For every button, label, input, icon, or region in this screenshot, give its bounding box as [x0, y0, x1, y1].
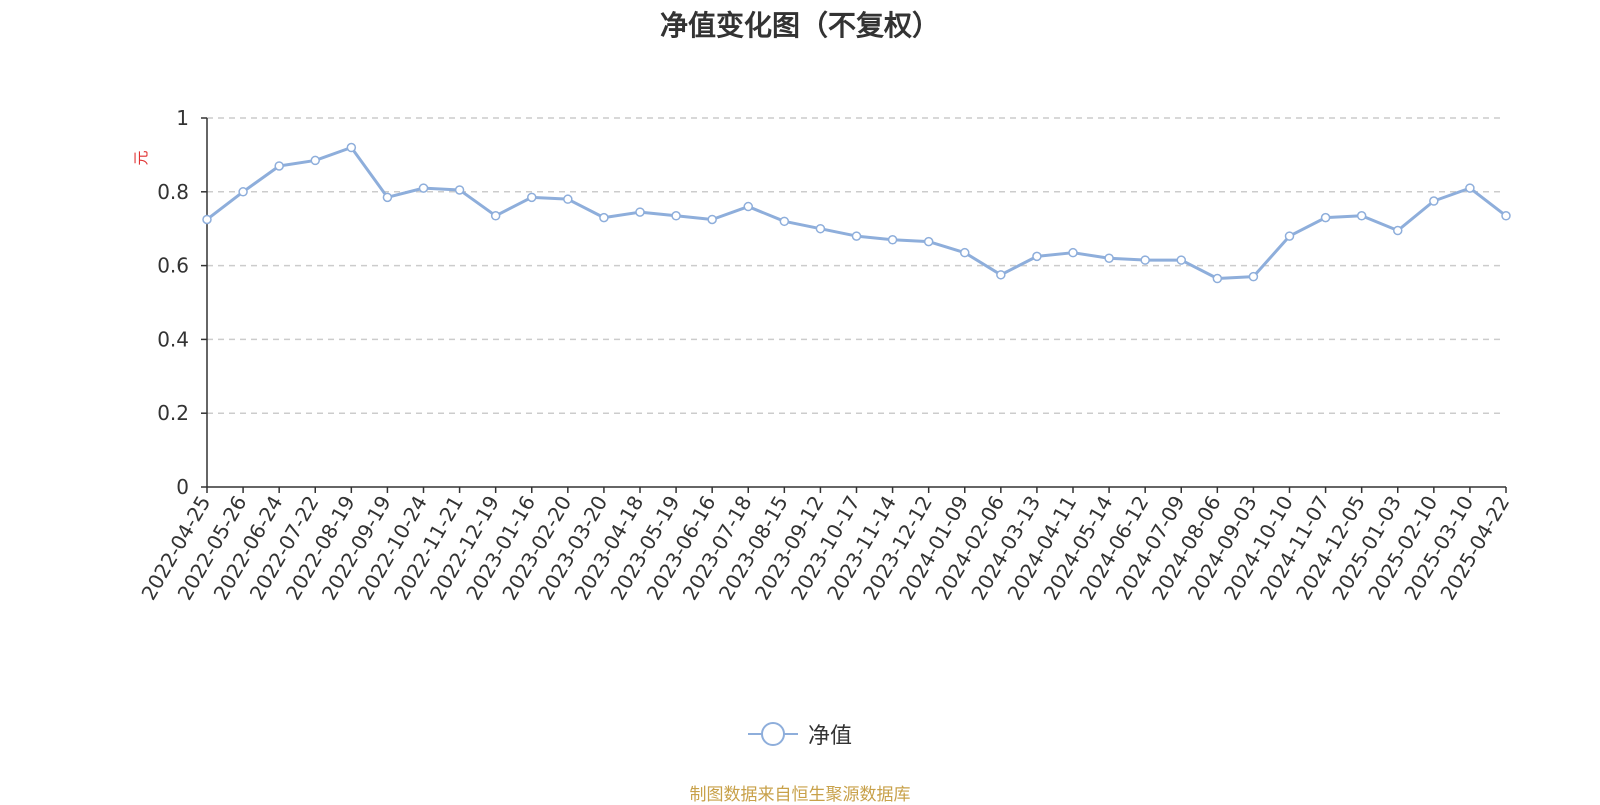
data-point — [310, 155, 320, 166]
data-point — [1320, 212, 1331, 223]
data-point — [671, 211, 681, 221]
grid-lines — [207, 117, 1500, 414]
data-point — [815, 223, 826, 234]
data-point — [418, 183, 429, 193]
legend-label: 净值 — [807, 724, 852, 749]
data-point — [707, 214, 717, 225]
data-point — [454, 185, 465, 195]
data-point — [1104, 253, 1114, 263]
data-point — [779, 216, 790, 227]
data-point — [996, 270, 1006, 280]
y-tick-label: 0.8 — [157, 180, 189, 204]
y-tick-labels: 0 0.2 0.4 0.6 0.8 1 — [157, 106, 189, 499]
data-point — [274, 161, 284, 171]
data-point — [960, 247, 970, 258]
data-point — [851, 231, 862, 241]
data-point — [1465, 183, 1475, 193]
y-tick-label: 0 — [176, 475, 189, 499]
data-point — [202, 214, 212, 225]
data-point — [1501, 211, 1511, 221]
data-point — [1429, 196, 1439, 206]
series-layer — [202, 142, 1511, 284]
data-point — [635, 207, 645, 217]
axes — [201, 117, 1507, 493]
data-point — [1032, 251, 1042, 262]
data-point — [887, 235, 898, 245]
y-axis-unit-label: 元 — [132, 150, 150, 165]
data-point — [923, 236, 934, 247]
legend[interactable]: 净值 — [0, 718, 1600, 750]
data-point — [238, 187, 248, 197]
data-point — [563, 194, 573, 204]
data-point — [1068, 247, 1078, 258]
y-tick-label: 0.4 — [157, 327, 189, 351]
data-point — [1212, 273, 1223, 284]
y-tick-label: 0.2 — [157, 401, 189, 425]
data-point — [1393, 225, 1403, 236]
y-tick-label: 0.6 — [157, 254, 189, 278]
data-point — [490, 211, 501, 221]
x-tick-labels: 2022-04-252022-05-262022-06-242022-07-22… — [136, 491, 1514, 604]
data-point — [1356, 211, 1367, 221]
legend-line-circle-icon — [747, 722, 798, 746]
data-point — [1140, 255, 1150, 265]
data-point — [346, 142, 357, 153]
chart-title: 净值变化图（不复权） — [659, 9, 940, 42]
data-point — [1176, 255, 1186, 265]
data-point — [1284, 231, 1295, 241]
data-point — [743, 201, 753, 212]
data-point — [527, 192, 537, 203]
source-note: 制图数据来自恒生聚源数据库 — [689, 785, 911, 805]
data-point — [382, 192, 393, 203]
series-line — [206, 146, 1507, 281]
data-point — [1248, 271, 1259, 282]
data-point — [599, 212, 609, 223]
y-tick-label: 1 — [176, 106, 189, 130]
